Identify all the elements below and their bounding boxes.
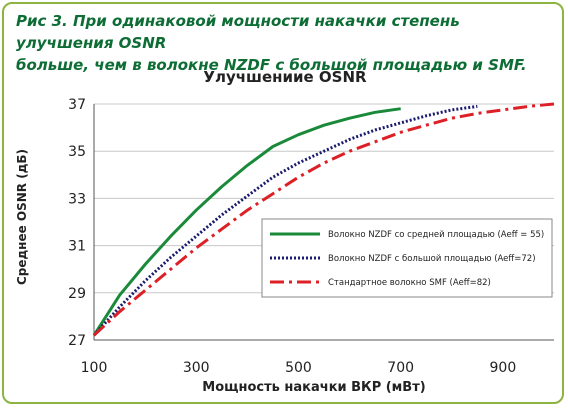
series-line-3 — [92, 102, 555, 337]
caption-line-1: Рис 3. При одинаковой мощности накачки с… — [16, 12, 460, 52]
x-tick-label: 100 — [81, 360, 108, 376]
caption-line-2: больше, чем в волокне NZDF с большой пло… — [16, 56, 527, 74]
legend-label-2: Волокно NZDF с большой площадью (Aeff=72… — [328, 254, 536, 264]
x-tick-label: 900 — [490, 360, 517, 376]
x-tick-label: 500 — [285, 360, 312, 376]
series-line-2 — [92, 104, 478, 337]
figure-frame: Рис 3. При одинаковой мощности накачки с… — [2, 2, 564, 404]
chart-title: Улучшениие OSNR — [203, 68, 367, 86]
legend-label-1: Волокно NZDF со средней площадью (Aeff =… — [328, 230, 544, 240]
figure-caption: Рис 3. При одинаковой мощности накачки с… — [16, 10, 556, 76]
series-line-1 — [92, 107, 401, 337]
x-axis-label: Мощность накачки ВКР (мВт) — [202, 380, 426, 395]
y-tick-label: 33 — [68, 191, 86, 207]
legend-label-3: Стандартное волокно SMF (Aeff=82) — [328, 278, 491, 288]
y-tick-label: 29 — [68, 286, 86, 302]
x-tick-label: 300 — [183, 360, 210, 376]
x-tick-label: 700 — [387, 360, 414, 376]
y-tick-label: 31 — [68, 239, 86, 255]
chart-plot: 27 29 31 33 35 37 100 300 500 700 900 Волокно NZDF … — [68, 97, 555, 376]
y-tick-label: 27 — [68, 333, 86, 349]
y-tick-label: 37 — [68, 97, 86, 113]
y-tick-label: 35 — [68, 144, 86, 160]
